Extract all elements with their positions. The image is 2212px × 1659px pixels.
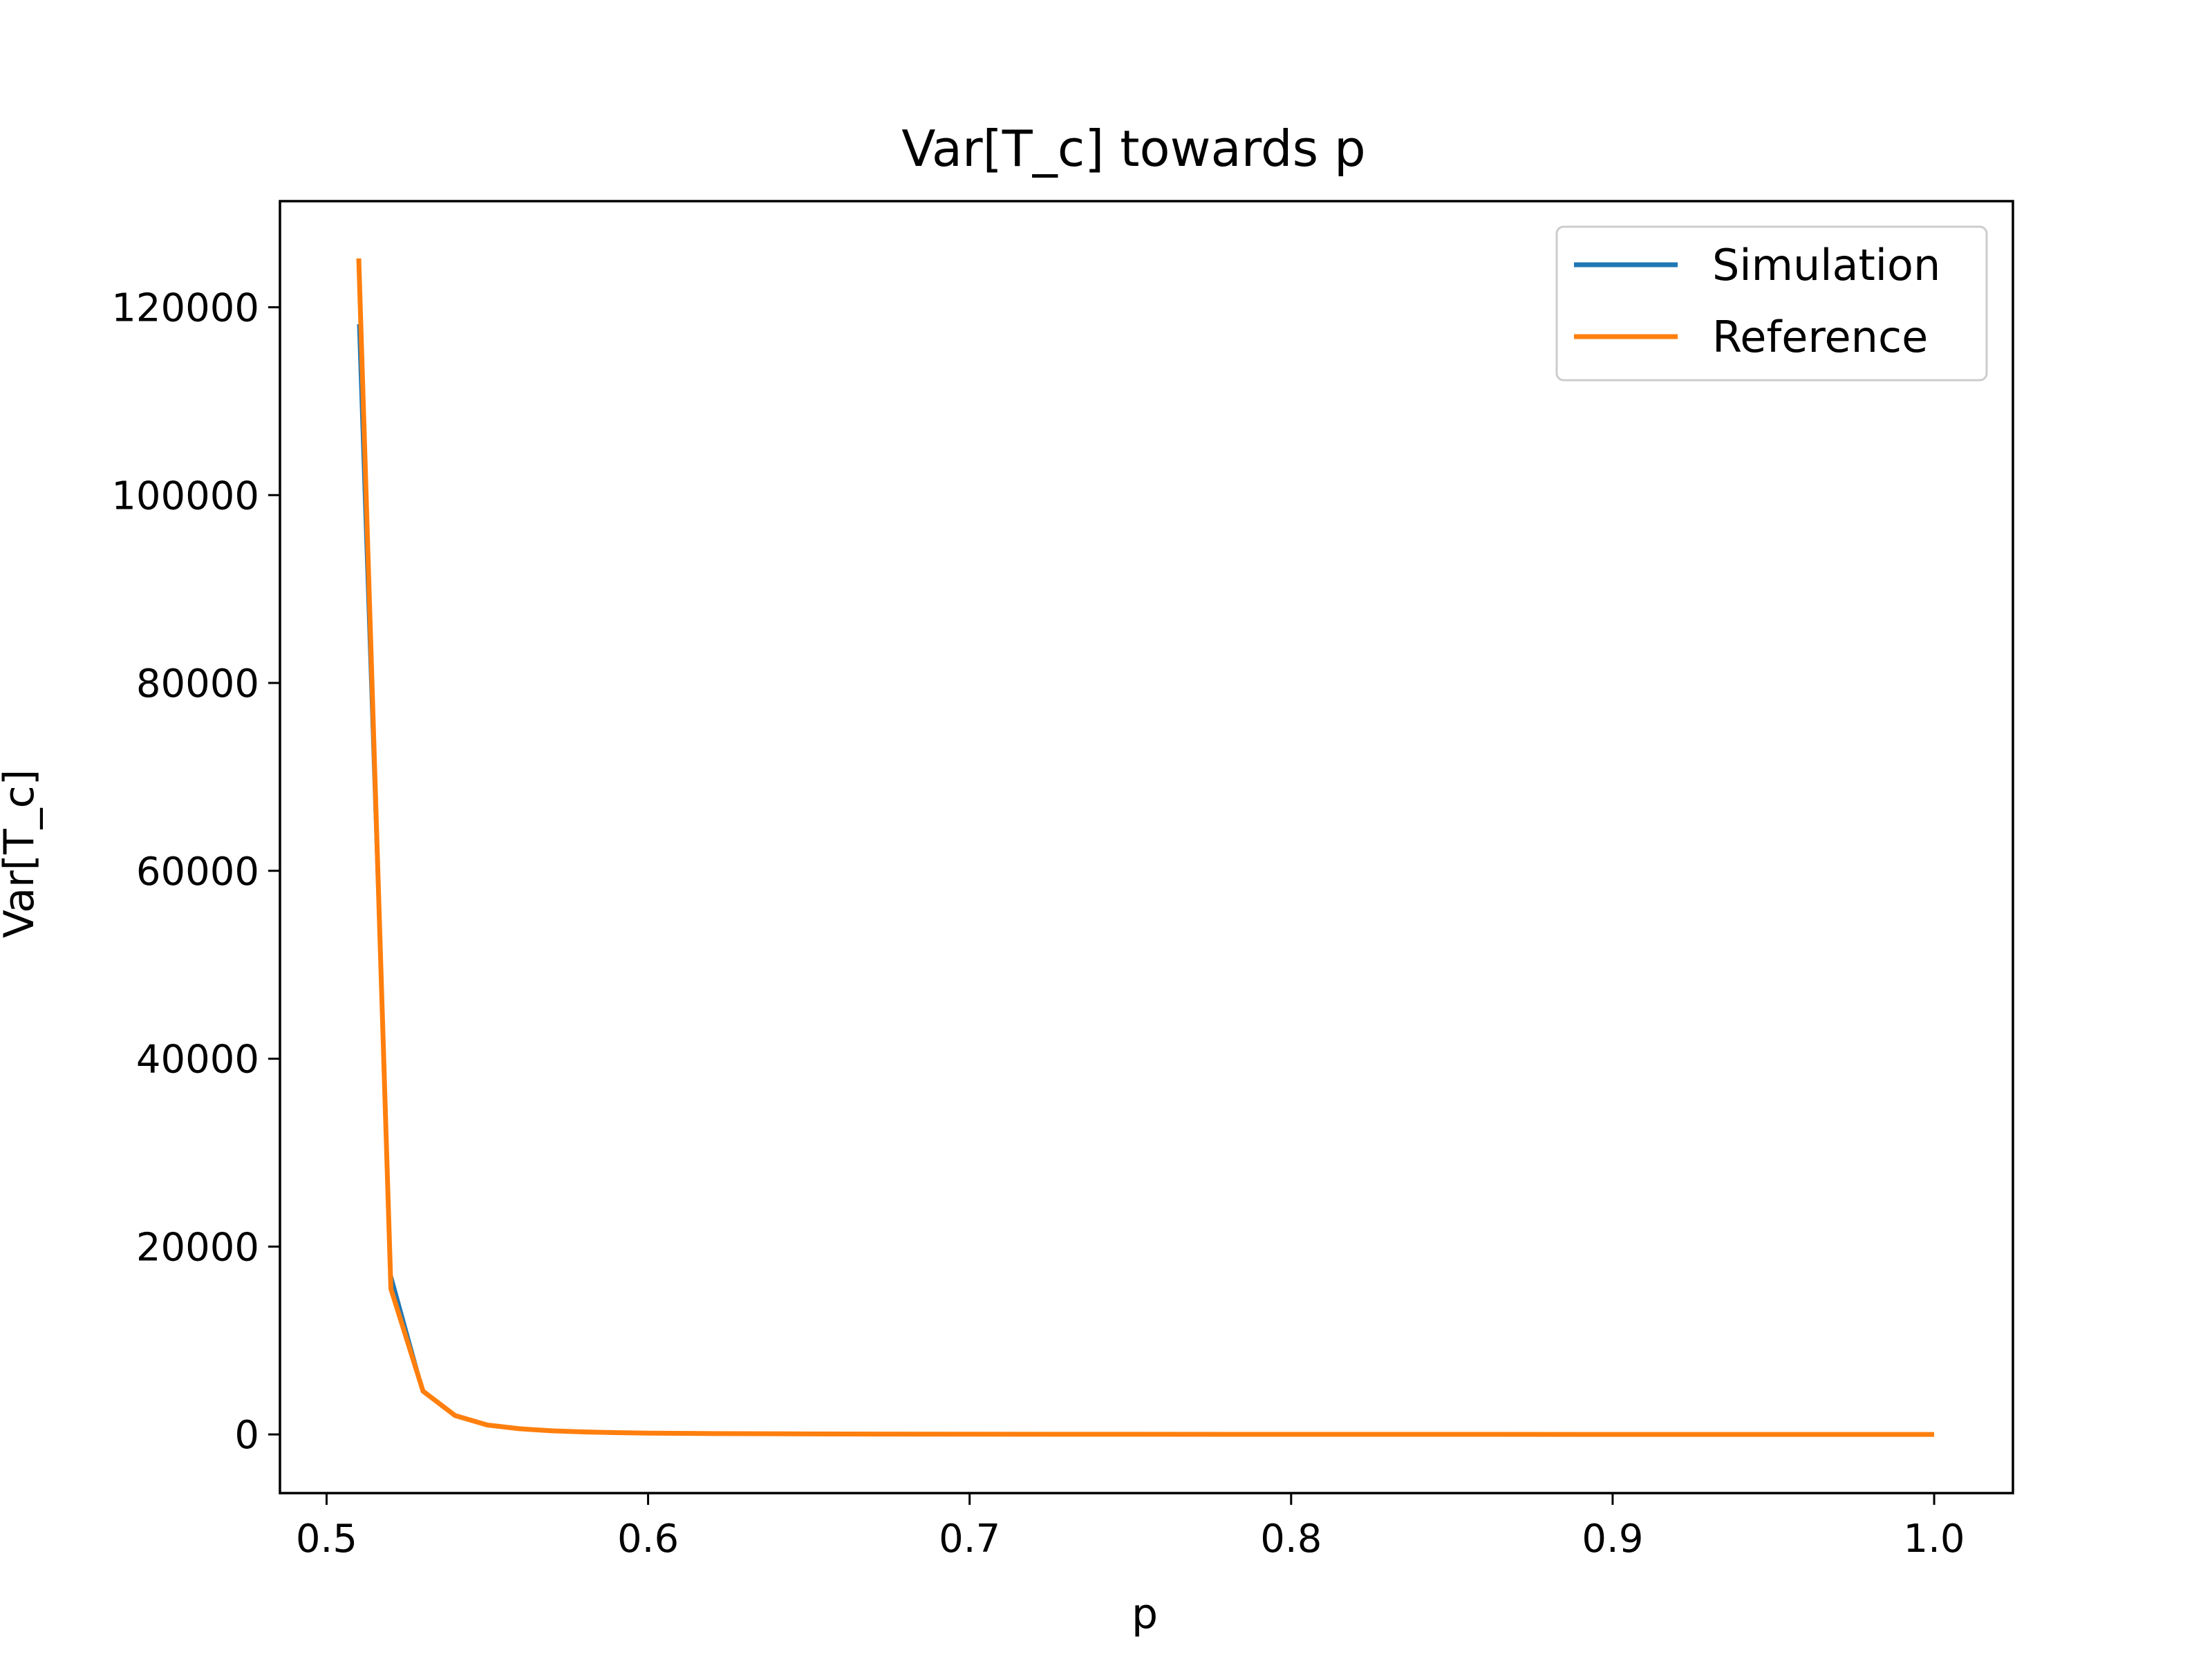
y-tick-label: 20000 [136,1225,259,1270]
y-tick-label: 0 [234,1413,259,1458]
plot-area [279,200,2014,1494]
legend: Simulation Reference [1555,225,1988,382]
x-axis: 0.5 0.6 0.7 0.8 0.9 1.0 [296,1493,1965,1562]
x-tick-label: 0.7 [939,1517,1000,1562]
y-axis: 0 20000 40000 60000 80000 100000 120000 [111,286,280,1458]
y-tick-label: 100000 [111,474,259,518]
x-tick-label: 0.5 [296,1517,357,1562]
x-tick-label: 0.8 [1260,1517,1322,1562]
x-axis-label: p [1132,1590,1158,1638]
legend-label-reference: Reference [1712,312,1928,362]
x-tick-label: 0.6 [617,1517,679,1562]
x-tick-label: 0.9 [1582,1517,1643,1562]
y-axis-label: Var[T_c] [0,769,44,938]
series-line-reference [356,258,1934,1437]
y-tick-label: 120000 [111,286,259,331]
chart-title: Var[T_c] towards p [901,120,1365,178]
legend-label-simulation: Simulation [1712,240,1940,290]
axes-frame [279,200,2014,1494]
y-tick-label: 40000 [136,1038,259,1082]
y-tick-label: 60000 [136,850,259,894]
y-tick-label: 80000 [136,662,259,706]
x-tick-label: 1.0 [1904,1517,1965,1562]
